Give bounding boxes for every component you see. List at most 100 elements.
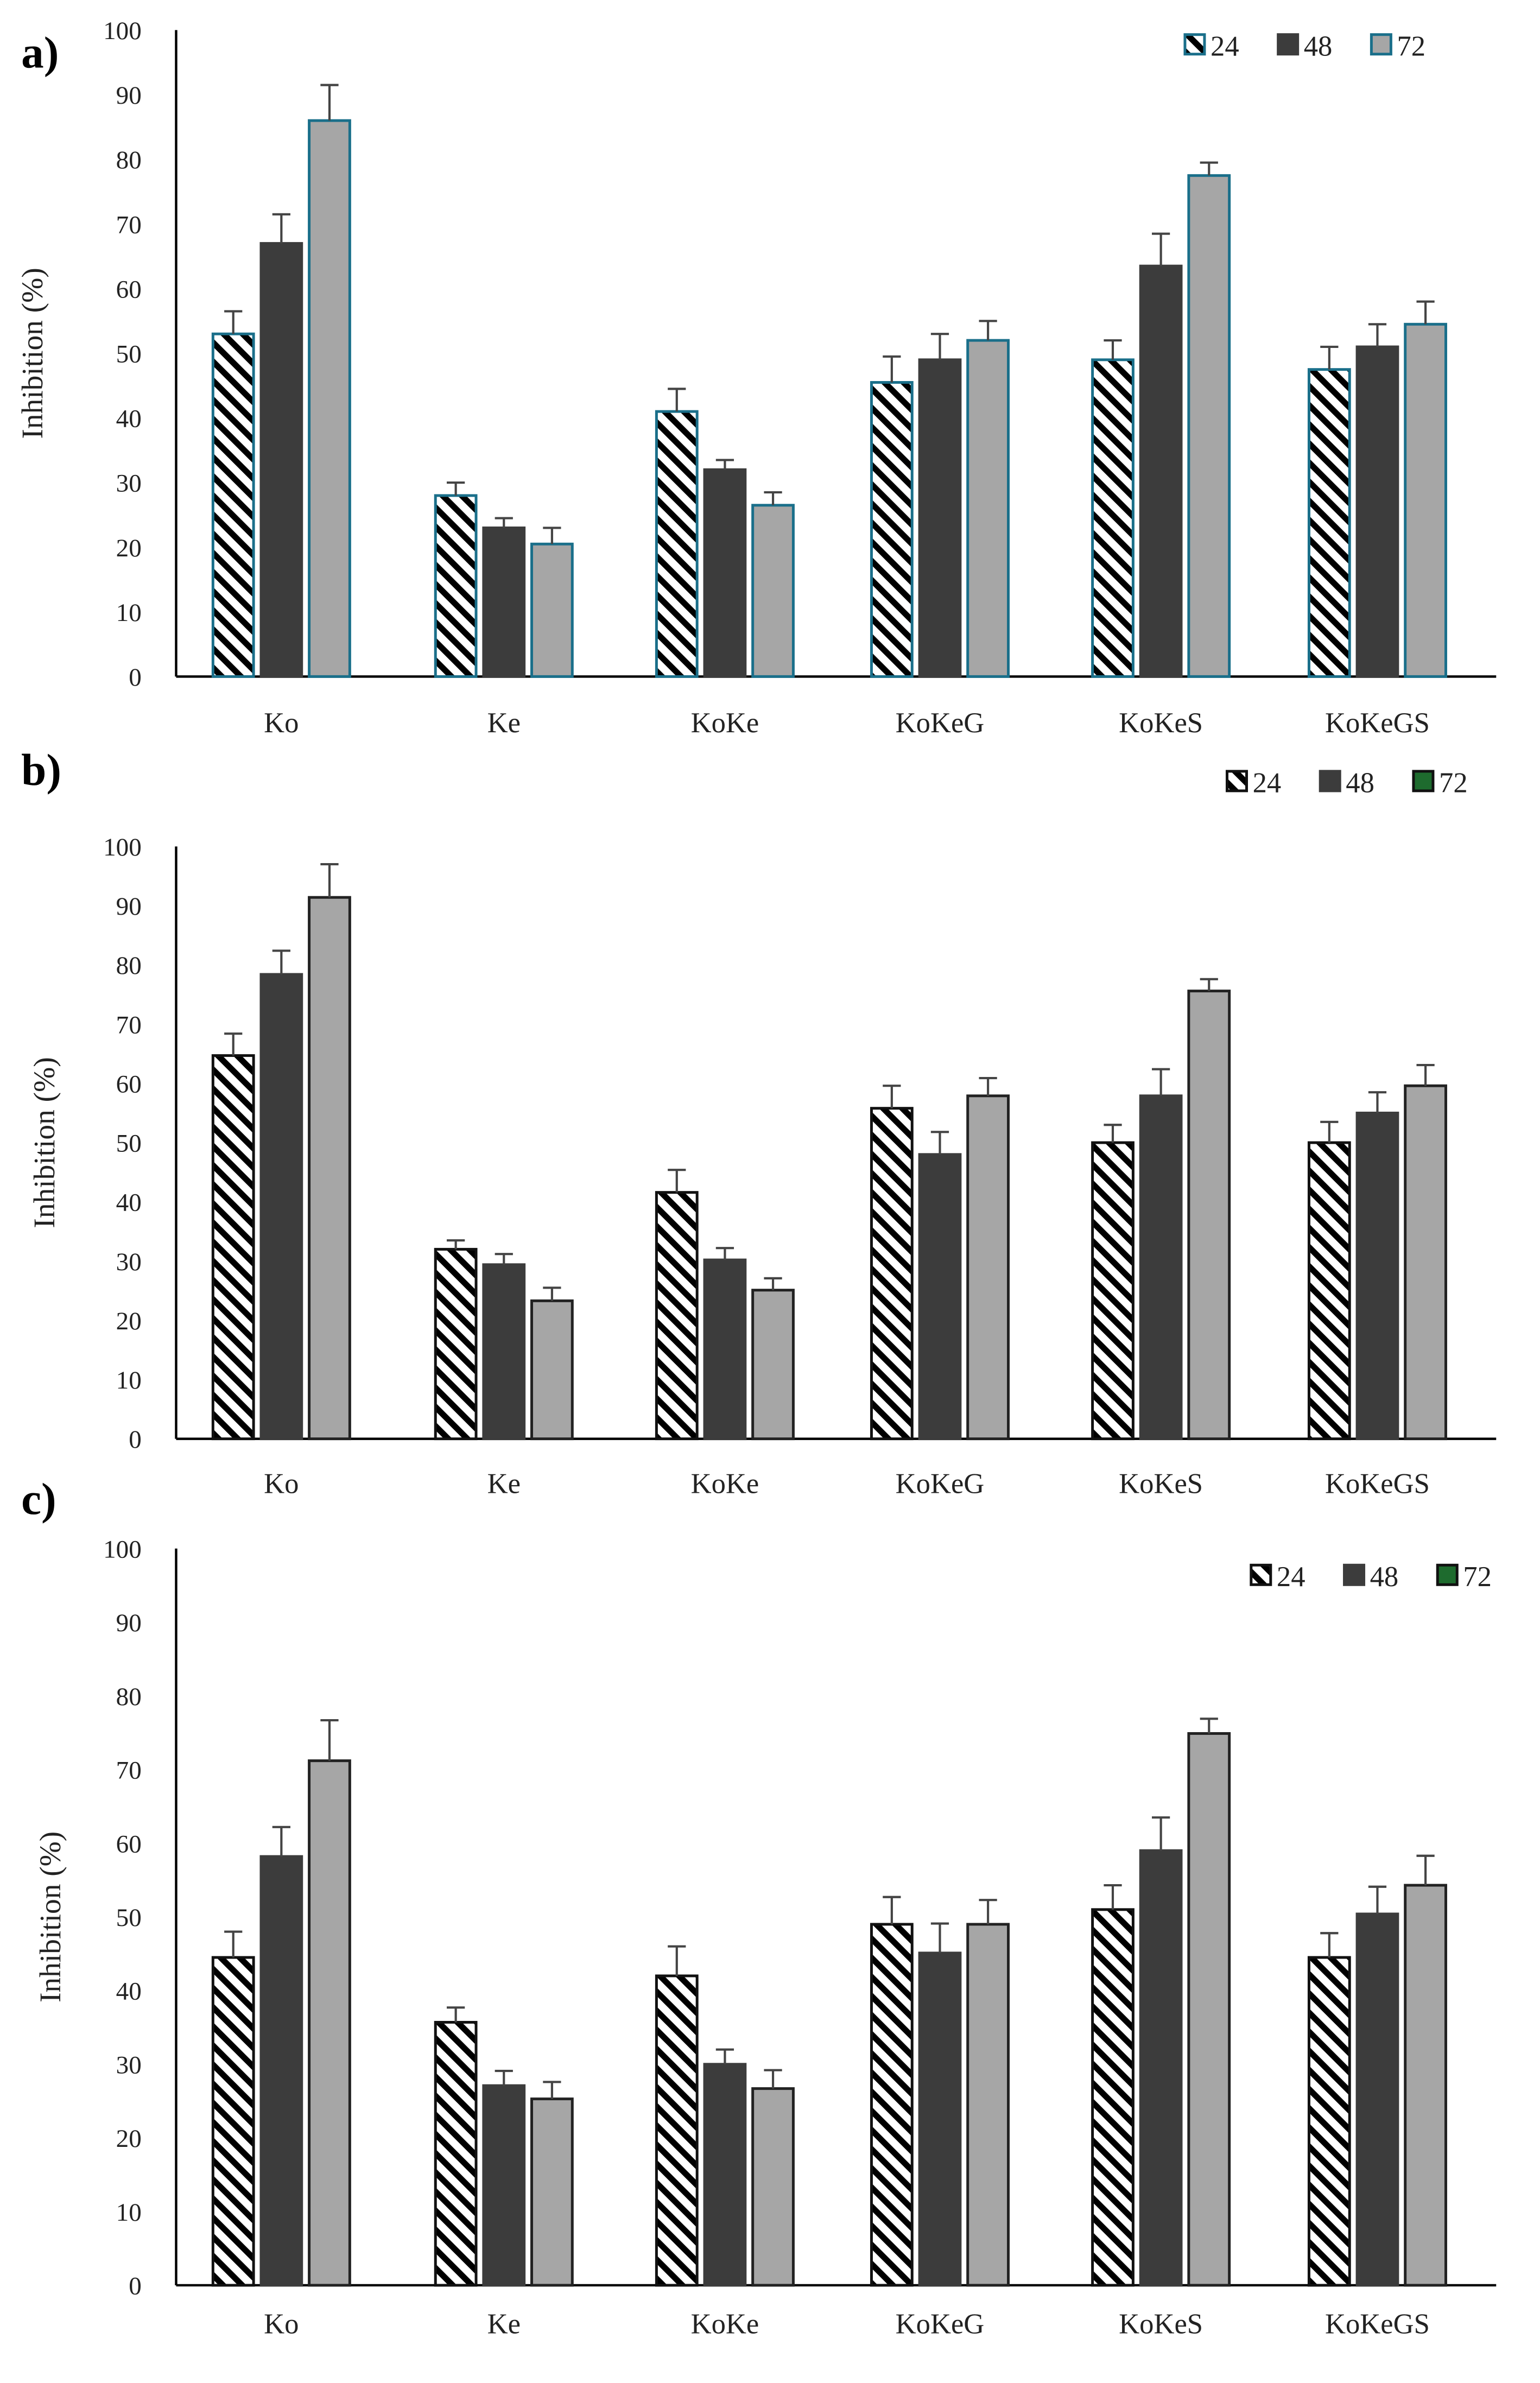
legend-label-72: 72 — [1463, 1561, 1492, 1593]
bar-72h-KoKeS — [1187, 174, 1231, 678]
bar-24h-KoKeG — [870, 1107, 914, 1441]
bar-24h-KoKeS — [1091, 1908, 1135, 2287]
bar-24h-KoKeGS — [1307, 1956, 1351, 2287]
legend-label-48: 48 — [1304, 30, 1333, 62]
bar-72h-KoKeG — [966, 339, 1010, 678]
y-tick-label: 70 — [116, 211, 142, 239]
y-tick-label: 10 — [116, 1366, 142, 1395]
bar-72h-KoKeGS — [1404, 322, 1447, 678]
x-tick-label: KoKe — [691, 2309, 759, 2340]
bar-24h-KoKe — [655, 1191, 699, 1441]
bar-48h-KoKeGS — [1355, 1912, 1399, 2287]
bar-24h-KoKeS — [1091, 1141, 1135, 1441]
bar-24h-Ke — [434, 1247, 478, 1441]
y-tick-label: 100 — [103, 833, 142, 861]
x-tick-label: KoKeGS — [1325, 707, 1430, 739]
x-tick-label: KoKeG — [896, 2309, 985, 2340]
y-axis-label: Inhibition (%) — [16, 268, 49, 439]
legend-swatch-24 — [1250, 1563, 1272, 1586]
y-tick-label: 20 — [116, 2125, 142, 2153]
y-tick-label: 40 — [116, 1189, 142, 1217]
x-tick-label: KoKeG — [896, 1468, 985, 1499]
bar-72h-KoKe — [751, 504, 795, 678]
legend-label-72: 72 — [1439, 768, 1468, 799]
y-tick-label: 60 — [116, 275, 142, 303]
legend-swatch-24 — [1226, 770, 1248, 793]
y-tick-label: 10 — [116, 2198, 142, 2227]
bar-72h-KoKeG — [966, 1923, 1010, 2287]
bar-72h-KoKeG — [966, 1094, 1010, 1441]
bar-48h-KoKeS — [1139, 1094, 1183, 1441]
bar-24h-KoKeG — [870, 381, 914, 678]
x-tick-label: Ko — [264, 707, 299, 739]
bar-24h-Ko — [211, 332, 255, 678]
bar-48h-Ke — [482, 2084, 526, 2287]
y-tick-label: 50 — [116, 340, 142, 369]
legend: 24 48 72 — [1226, 768, 1468, 799]
legend-swatch-48 — [1343, 1563, 1366, 1586]
y-tick-label: 90 — [116, 81, 142, 110]
y-tick-label: 50 — [116, 1130, 142, 1158]
x-tick-label: KoKe — [691, 707, 759, 739]
y-tick-label: 100 — [103, 17, 142, 45]
x-tick-label: KoKeGS — [1325, 2309, 1430, 2340]
y-tick-label: 0 — [129, 663, 142, 692]
y-tick-label: 70 — [116, 1757, 142, 1785]
bar-48h-KoKeG — [918, 358, 962, 678]
y-tick-label: 30 — [116, 2051, 142, 2079]
bar-48h-KoKeGS — [1355, 1111, 1399, 1441]
legend-swatch-72 — [1370, 33, 1392, 56]
y-tick-label: 20 — [116, 1307, 142, 1335]
y-tick-label: 80 — [116, 146, 142, 174]
y-tick-label: 40 — [116, 1978, 142, 2006]
bar-24h-KoKeGS — [1307, 368, 1351, 678]
bar-48h-Ko — [259, 973, 303, 1441]
x-tick-label: Ko — [264, 1468, 299, 1499]
legend-swatch-72 — [1412, 770, 1435, 793]
legend-label-24: 24 — [1211, 30, 1239, 62]
bar-72h-KoKe — [751, 2087, 795, 2287]
legend-label-24: 24 — [1253, 768, 1282, 799]
x-tick-label: KoKe — [691, 1468, 759, 1499]
bar-24h-Ke — [434, 494, 478, 678]
x-tick-label: KoKeS — [1119, 2309, 1203, 2340]
legend-label-24: 24 — [1277, 1561, 1305, 1593]
x-tick-label: Ke — [487, 707, 521, 739]
bar-24h-Ko — [211, 1054, 255, 1441]
legend-swatch-48 — [1277, 33, 1300, 56]
bar-72h-Ke — [530, 2097, 574, 2287]
chart-panel-c: c) 0 10 20 30 40 50 60 70 80 90 100 Inhibition (%) Ko… — [21, 1474, 1497, 2340]
bar-24h-KoKeGS — [1307, 1141, 1351, 1441]
x-tick-label: Ke — [487, 2309, 521, 2340]
y-tick-label: 60 — [116, 1830, 142, 1858]
panel-label: a) — [21, 28, 59, 78]
legend: 24 48 72 — [1250, 1561, 1492, 1593]
bar-72h-Ke — [530, 542, 574, 678]
bar-48h-KoKe — [703, 468, 747, 678]
bar-24h-Ke — [434, 2020, 478, 2287]
bar-24h-KoKe — [655, 1974, 699, 2287]
y-axis-label: Inhibition (%) — [34, 1831, 67, 2002]
bar-72h-KoKe — [751, 1289, 795, 1441]
x-tick-label: KoKeS — [1119, 1468, 1203, 1499]
bar-48h-KoKeGS — [1355, 345, 1399, 678]
x-tick-label: Ko — [264, 2309, 299, 2340]
chart-panel-a: a) 0 10 20 30 40 50 60 70 80 90 100 Inhibition (%) Ko… — [16, 17, 1497, 739]
bar-72h-Ko — [308, 896, 351, 1441]
bar-24h-KoKeG — [870, 1923, 914, 2287]
bar-48h-KoKeS — [1139, 264, 1183, 678]
panel-label: c) — [21, 1474, 56, 1524]
chart-panel-b: b) 0 10 20 30 40 50 60 70 80 90 100 Inhibition (%) Ko… — [21, 745, 1497, 1499]
x-tick-label: KoKeS — [1119, 707, 1203, 739]
y-tick-label: 70 — [116, 1011, 142, 1039]
bar-48h-Ke — [482, 526, 526, 678]
y-tick-label: 80 — [116, 1683, 142, 1711]
bar-24h-KoKeS — [1091, 358, 1135, 678]
y-tick-label: 80 — [116, 952, 142, 980]
x-tick-label: Ke — [487, 1468, 521, 1499]
y-tick-label: 90 — [116, 892, 142, 921]
bar-48h-KoKeG — [918, 1951, 962, 2287]
legend-label-48: 48 — [1370, 1561, 1399, 1593]
y-tick-label: 30 — [116, 1248, 142, 1276]
